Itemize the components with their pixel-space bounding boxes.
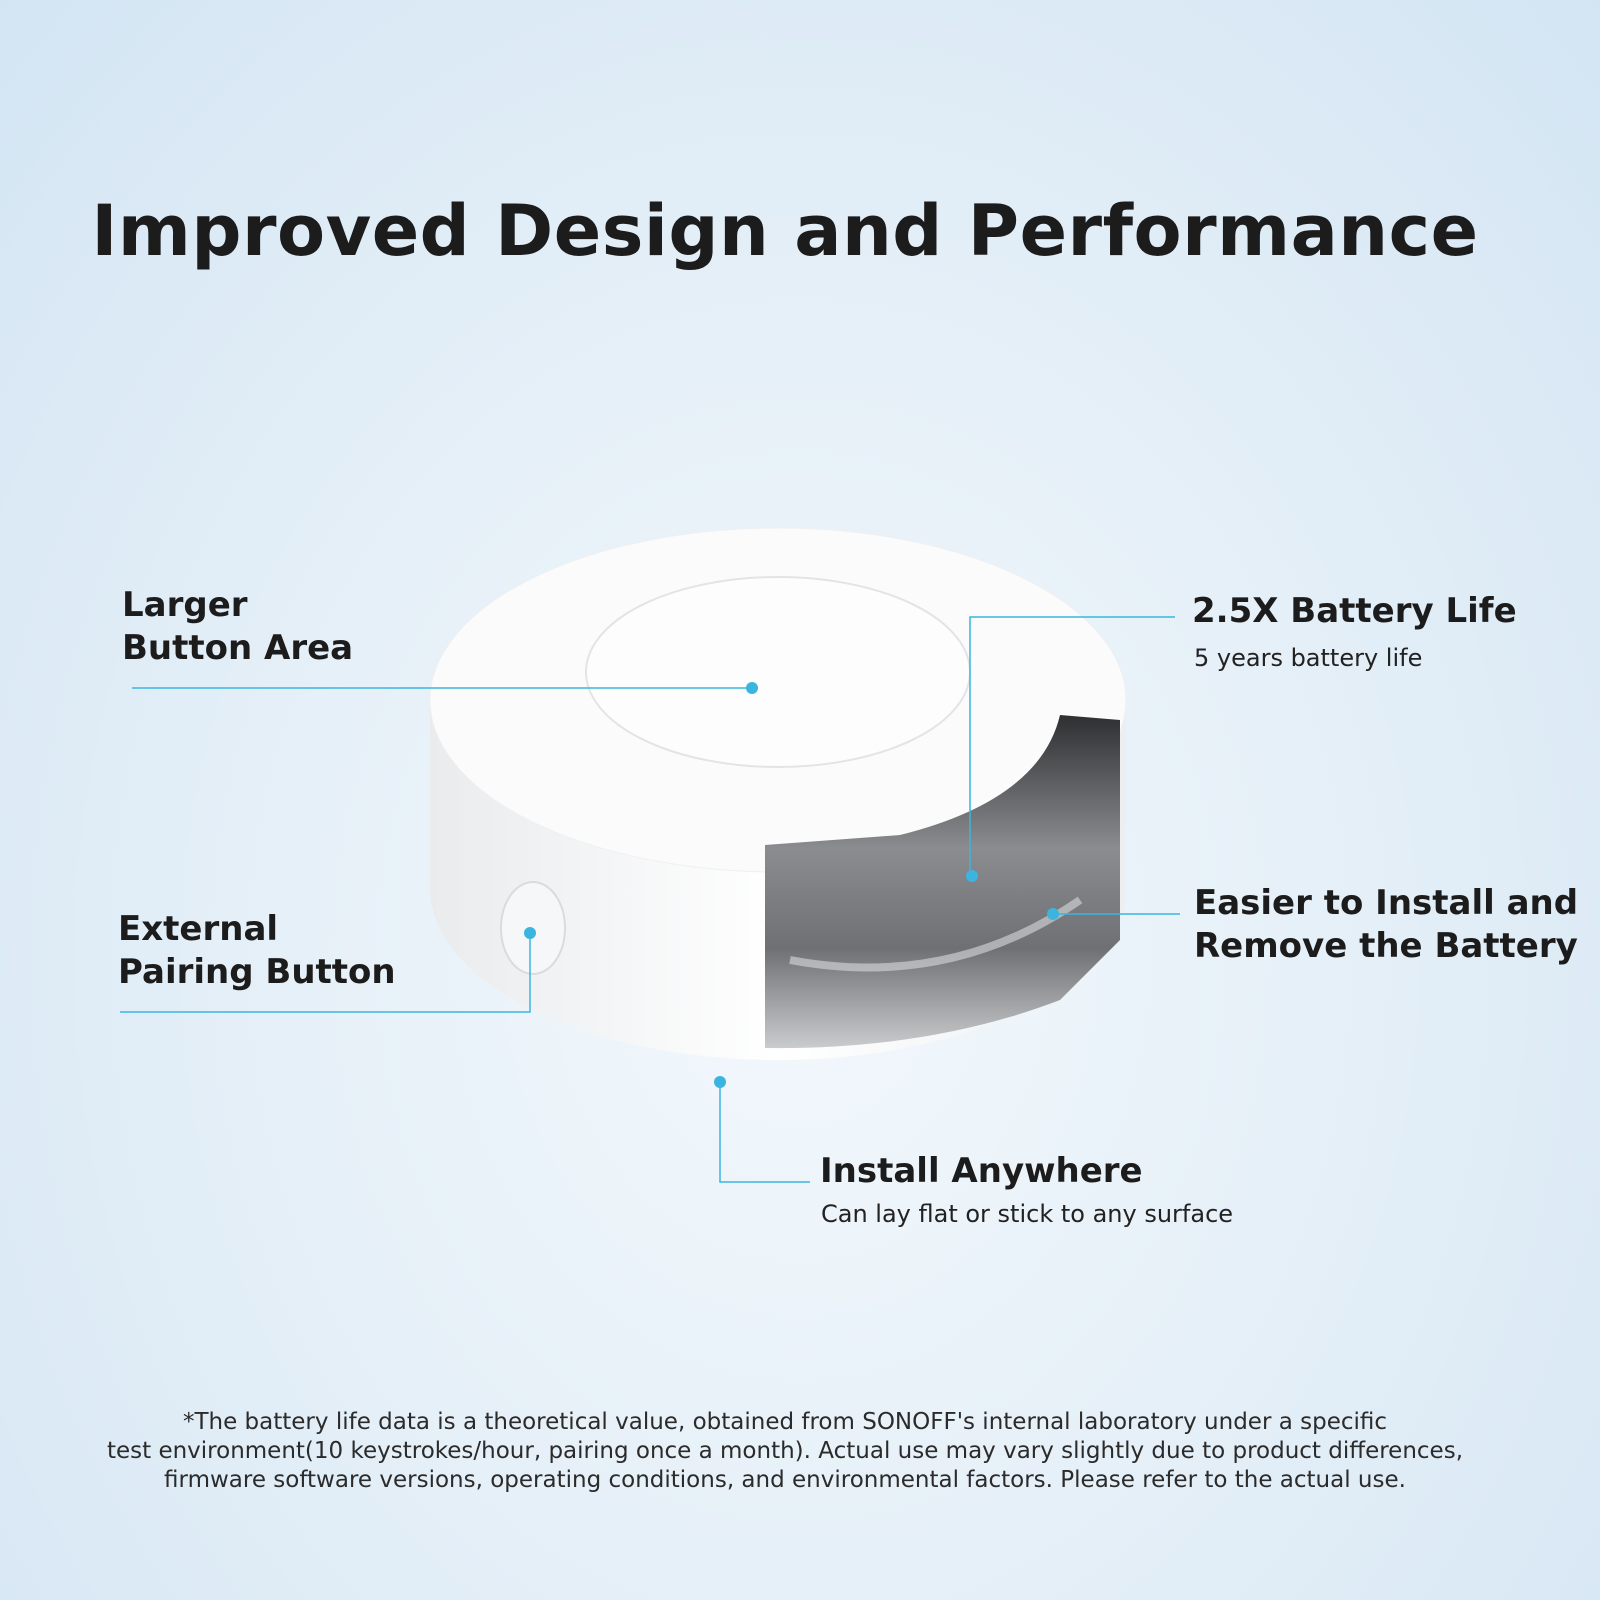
callout-dots xyxy=(524,682,1059,1088)
callout-pairing-button: External Pairing Button xyxy=(118,908,396,994)
callout-title: Larger xyxy=(122,585,248,625)
callout-title: Button Area xyxy=(122,628,354,668)
callout-battery-install: Easier to Install and Remove the Battery xyxy=(1194,882,1578,968)
footnote: *The battery life data is a theoretical … xyxy=(0,1408,1570,1495)
callout-title: Pairing Button xyxy=(118,952,396,992)
footnote-line: *The battery life data is a theoretical … xyxy=(182,1409,1388,1435)
callout-title: Easier to Install and xyxy=(1194,883,1579,923)
callout-larger-button: Larger Button Area xyxy=(122,584,353,670)
footnote-line: firmware software versions, operating co… xyxy=(164,1467,1406,1493)
callout-lines xyxy=(120,616,1180,1183)
main-button xyxy=(585,576,971,768)
callout-install-anywhere-subtitle: Can lay flat or stick to any surface xyxy=(821,1200,1234,1228)
callout-title: External xyxy=(118,909,279,949)
callout-battery-life-title: 2.5X Battery Life xyxy=(1192,591,1517,631)
callout-battery-life-subtitle: 5 years battery life xyxy=(1194,644,1423,672)
page-title: Improved Design and Performance xyxy=(91,190,1479,272)
footnote-line: test environment(10 keystrokes/hour, pai… xyxy=(106,1438,1464,1464)
callout-title: Remove the Battery xyxy=(1194,926,1578,966)
callout-install-anywhere-title: Install Anywhere xyxy=(820,1151,1143,1191)
